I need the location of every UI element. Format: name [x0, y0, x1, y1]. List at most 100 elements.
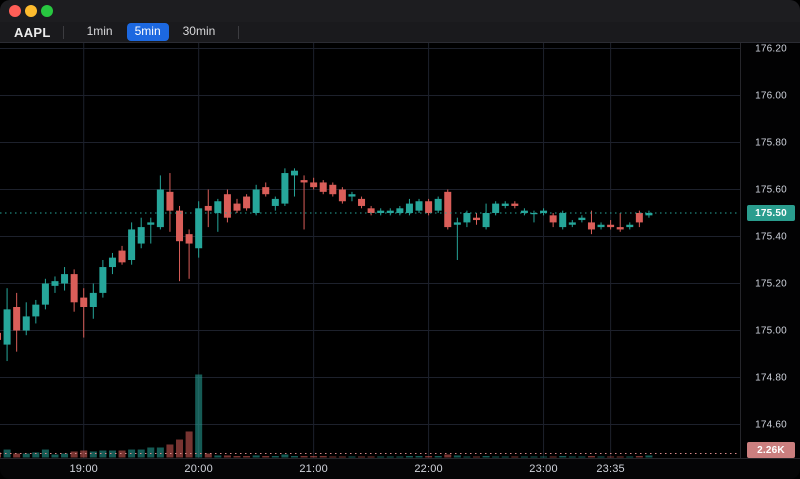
volume-bar [0, 452, 1, 458]
candle-body [405, 203, 413, 213]
volume-bar [70, 451, 78, 458]
candle-body [185, 234, 193, 244]
volume-bar [300, 455, 308, 458]
candle-body [501, 203, 509, 206]
volume-bar [89, 451, 97, 458]
candle-body [616, 227, 624, 230]
volume-bar [616, 456, 624, 458]
candle-body [99, 267, 107, 293]
volume-bar [99, 450, 107, 458]
time-axis-label: 23:35 [596, 463, 625, 475]
candle-body [13, 307, 21, 331]
volume-bar [310, 455, 318, 458]
candle-body [118, 250, 126, 263]
volume-bar [482, 455, 490, 458]
candle-body [108, 257, 116, 268]
volume-bar [425, 455, 433, 458]
candle-body [396, 208, 404, 213]
candle-body [549, 215, 557, 223]
candle-body [310, 182, 318, 188]
symbol-label: AAPL [14, 24, 51, 40]
volume-bar [233, 455, 241, 458]
volume-bar [319, 455, 327, 458]
volume-bar [453, 455, 461, 458]
candle-body [300, 180, 308, 183]
candlestick-plot [0, 43, 740, 458]
candle-body [137, 227, 145, 244]
candle-body [281, 173, 289, 204]
price-axis[interactable]: 175.50 2.26K 176.20 176.00 175.80 175.60 175… [740, 43, 800, 458]
minimize-button[interactable] [25, 5, 37, 17]
volume-bar [434, 455, 442, 458]
volume-bar [358, 456, 366, 458]
price-axis-label: 174.60 [755, 419, 787, 430]
candle-body [195, 208, 203, 249]
time-axis[interactable]: 19:00 20:00 21:00 22:00 23:00 23:35 [0, 458, 800, 479]
title-bar[interactable] [0, 0, 800, 22]
candle-body [530, 213, 538, 215]
close-button[interactable] [9, 5, 21, 17]
volume-bar [223, 455, 231, 458]
volume-bar [645, 455, 653, 458]
volume-bar [444, 454, 452, 458]
candle-body [425, 201, 433, 213]
volume-bar [118, 450, 126, 458]
candle-body [367, 208, 375, 213]
time-axis-label: 22:00 [414, 463, 443, 475]
volume-bar [166, 444, 174, 458]
volume-bar [271, 455, 279, 458]
volume-bar [108, 450, 116, 458]
volume-bar [501, 456, 509, 458]
timeframe-button-5min[interactable]: 5min [126, 23, 169, 41]
volume-bar [262, 455, 270, 458]
volume-bar [156, 447, 164, 458]
volume-bar [128, 449, 136, 458]
timeframe-button-30min[interactable]: 30min [175, 23, 224, 40]
candle-body [568, 222, 576, 225]
timeframe-button-1min[interactable]: 1min [79, 23, 121, 40]
volume-bar [195, 374, 203, 458]
candle-body [319, 182, 327, 192]
volume-bar [51, 454, 59, 458]
price-axis-label: 175.40 [755, 231, 787, 242]
candle-body [492, 203, 500, 213]
volume-bar [329, 456, 337, 458]
candle-body [645, 213, 653, 216]
volume-bar [463, 456, 471, 458]
candle-body [578, 217, 586, 221]
volume-bar [243, 455, 251, 458]
candle-body [262, 187, 270, 195]
candle-body [0, 332, 1, 340]
zoom-button[interactable] [41, 5, 53, 17]
candle-body [61, 274, 69, 284]
candle-body [89, 292, 97, 307]
toolbar-divider [62, 25, 64, 39]
candle-body [3, 309, 11, 345]
volume-bar [635, 455, 643, 458]
candle-body [70, 274, 78, 303]
volume-bar [578, 456, 586, 458]
volume-bar [386, 456, 394, 458]
candle-body [214, 201, 222, 213]
volume-bar [520, 456, 528, 458]
volume-bar [473, 456, 480, 458]
volume-bar [80, 450, 88, 458]
candle-body [635, 213, 643, 223]
candle-body [204, 205, 212, 211]
volume-bar [377, 456, 385, 458]
time-axis-label: 20:00 [184, 463, 213, 475]
volume-bar [492, 456, 500, 458]
volume-bar [396, 456, 404, 458]
price-axis-label: 175.80 [755, 137, 787, 148]
candle-body [607, 224, 615, 228]
volume-bar [367, 456, 375, 458]
candle-body [252, 189, 260, 213]
candle-body [540, 210, 548, 213]
candle-body [166, 191, 174, 211]
last-volume-tag: 2.26K [747, 442, 795, 458]
candle-body [156, 189, 164, 228]
toolbar: AAPL 1min 5min 30min [0, 22, 800, 43]
candle-body [51, 281, 59, 286]
